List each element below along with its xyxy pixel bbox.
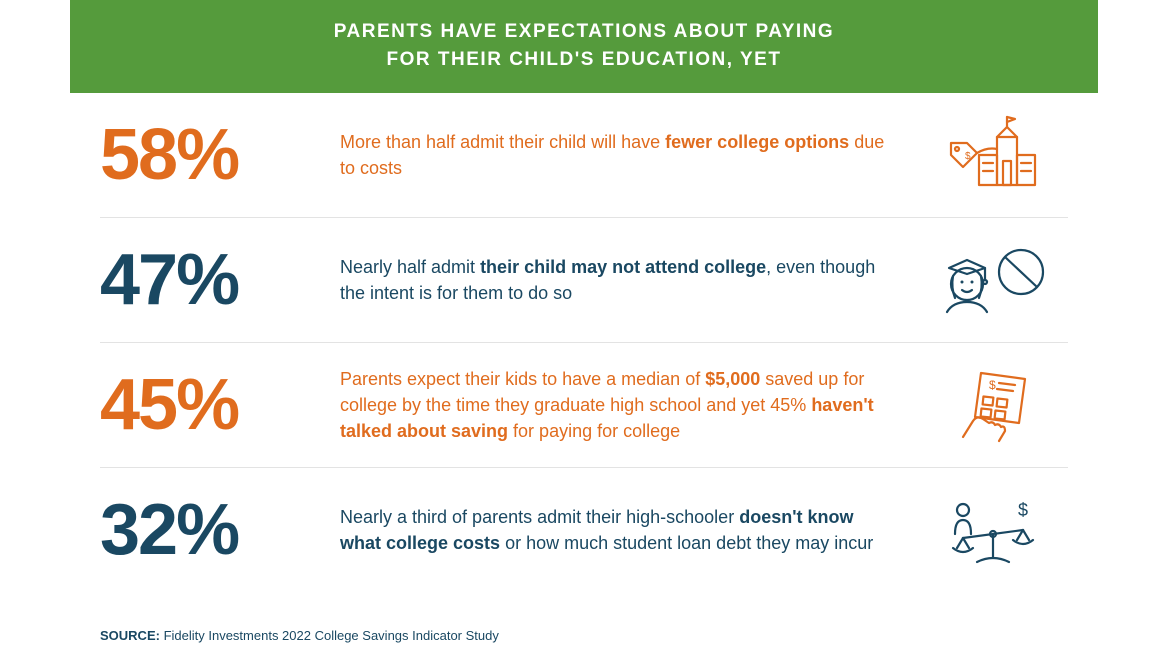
percent-value: 58% xyxy=(100,119,320,191)
header-band: PARENTS HAVE EXPECTATIONS ABOUT PAYING F… xyxy=(70,0,1098,93)
stat-description: More than half admit their child will ha… xyxy=(340,129,898,181)
stat-description: Nearly a third of parents admit their hi… xyxy=(340,504,898,556)
percent-value: 47% xyxy=(100,244,320,316)
header-line-2: FOR THEIR CHILD'S EDUCATION, YET xyxy=(70,46,1098,74)
scale-person-dollar-icon: $ xyxy=(918,490,1068,570)
infographic-container: PARENTS HAVE EXPECTATIONS ABOUT PAYING F… xyxy=(0,0,1168,657)
stat-row: 58% More than half admit their child wil… xyxy=(100,93,1068,218)
hand-calculator-icon: $ xyxy=(918,365,1068,445)
source-line: SOURCE: Fidelity Investments 2022 Colleg… xyxy=(0,624,1168,657)
percent-value: 32% xyxy=(100,494,320,566)
stat-row: 45% Parents expect their kids to have a … xyxy=(100,343,1068,468)
header-line-1: PARENTS HAVE EXPECTATIONS ABOUT PAYING xyxy=(70,18,1098,46)
stat-row: 32% Nearly a third of parents admit thei… xyxy=(100,468,1068,578)
source-text: Fidelity Investments 2022 College Saving… xyxy=(160,628,499,643)
source-label: SOURCE: xyxy=(100,628,160,643)
stat-description: Nearly half admit their child may not at… xyxy=(340,254,898,306)
graduate-prohibit-icon xyxy=(918,240,1068,320)
rows-wrap: 58% More than half admit their child wil… xyxy=(0,93,1168,624)
percent-value: 45% xyxy=(100,369,320,441)
svg-text:$: $ xyxy=(989,378,996,392)
stat-description: Parents expect their kids to have a medi… xyxy=(340,366,898,444)
college-price-tag-icon: $ xyxy=(918,115,1068,195)
svg-text:$: $ xyxy=(965,151,971,162)
stat-row: 47% Nearly half admit their child may no… xyxy=(100,218,1068,343)
svg-text:$: $ xyxy=(1018,500,1028,520)
